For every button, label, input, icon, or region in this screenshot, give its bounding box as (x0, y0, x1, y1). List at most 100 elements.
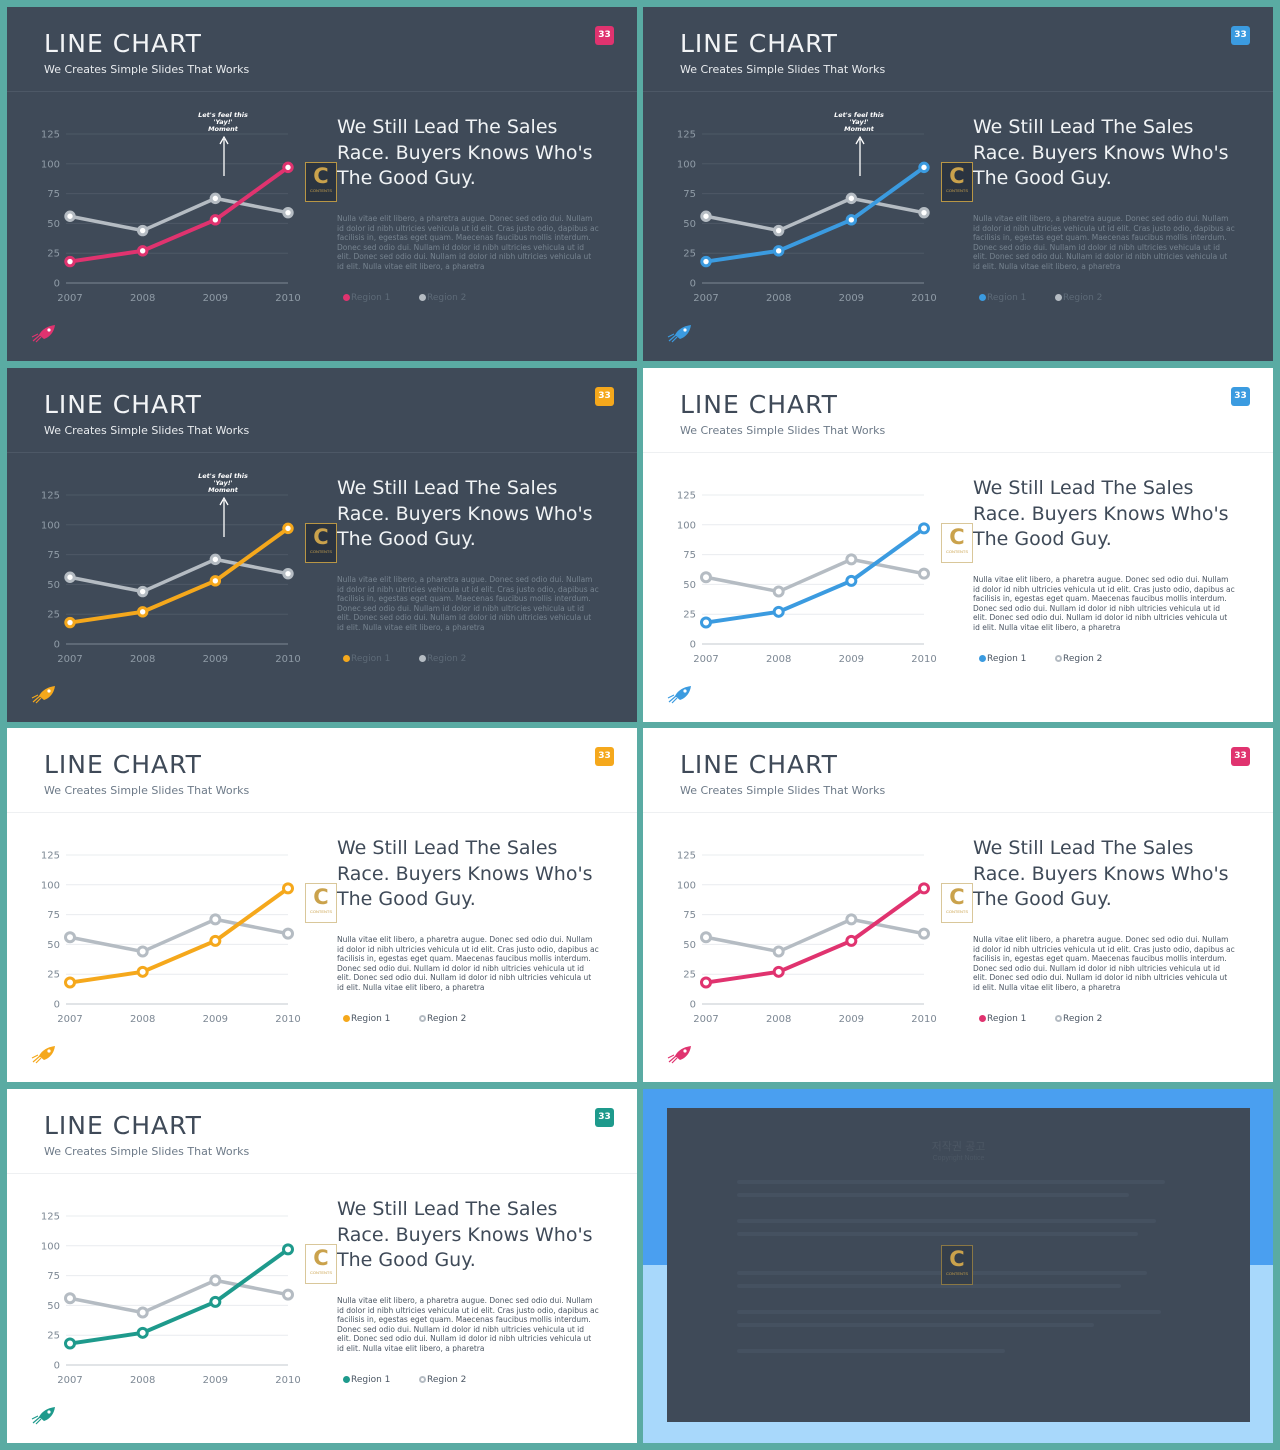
annotation-text: Let's feel this (198, 472, 248, 480)
y-tick-label: 75 (47, 550, 60, 561)
header-divider (7, 1173, 637, 1174)
data-point-region-2 (209, 192, 222, 205)
data-point-region-2 (136, 224, 149, 237)
logo-text: CONTENTS (946, 188, 968, 193)
data-point-region-1 (209, 575, 222, 587)
copyright-slide: 저작권 공고 Copyright Notice C CONTENTS (643, 1089, 1273, 1443)
series-line-region-1 (68, 165, 290, 264)
data-point-region-1 (136, 965, 149, 978)
logo-icon: C CONTENTS (305, 523, 337, 563)
x-tick-label: 2007 (693, 293, 718, 304)
data-point-region-1 (845, 934, 858, 947)
data-point-region-2 (845, 913, 858, 926)
x-tick-label: 2008 (130, 654, 155, 665)
legend-region-2: Region 2 (1055, 1013, 1102, 1025)
y-tick-label: 75 (683, 550, 696, 561)
data-point-region-1 (918, 522, 930, 535)
data-point-region-1 (772, 605, 785, 618)
x-tick-label: 2010 (275, 1375, 300, 1386)
legend-region-1: Region 1 (979, 292, 1026, 304)
legend-label: Region 1 (987, 1014, 1027, 1024)
logo-text: CONTENTS (310, 909, 332, 914)
x-tick-label: 2010 (275, 654, 300, 665)
legend-region-2: Region 2 (1055, 292, 1102, 304)
slide-subtitle: We Creates Simple Slides That Works (680, 424, 886, 437)
line-chart: 0 25 50 75 100 125 2007 2008 2009 2010 (677, 491, 937, 666)
data-point-region-2 (918, 927, 930, 940)
x-tick-label: 2007 (57, 1375, 82, 1386)
data-point-region-2 (772, 585, 785, 598)
annotation-text: 'Yay!' (849, 118, 868, 126)
slide-title: LINE CHART (680, 390, 838, 419)
legend-label: Region 1 (351, 1375, 391, 1385)
line-chart: 0 25 50 75 100 125 2007 2008 2009 2010 (41, 1212, 301, 1387)
x-tick-label: 2010 (275, 293, 300, 304)
y-tick-label: 125 (677, 491, 696, 502)
logo-letter: C (313, 885, 329, 909)
series-line-region-2 (68, 917, 290, 954)
legend-dot-icon (419, 1376, 426, 1383)
y-tick-label: 50 (683, 219, 696, 230)
legend-region-1: Region 1 (343, 653, 390, 665)
headline: We Still Lead The Sales Race. Buyers Kno… (337, 837, 593, 910)
y-tick-label: 100 (41, 880, 60, 891)
legend-region-2: Region 2 (1055, 653, 1102, 665)
annotation-text: Moment (844, 125, 875, 133)
body-text: Nulla vitae elit libero, a pharetra augu… (337, 935, 599, 992)
x-tick-label: 2010 (911, 293, 936, 304)
x-tick-label: 2008 (766, 293, 791, 304)
data-point-region-2 (209, 913, 222, 926)
data-point-region-2 (64, 931, 76, 944)
body-text: Nulla vitae elit libero, a pharetra augu… (973, 214, 1235, 271)
y-tick-label: 125 (41, 491, 60, 502)
x-tick-label: 2008 (766, 654, 791, 665)
header-divider (643, 812, 1273, 813)
x-tick-label: 2010 (911, 1014, 936, 1025)
logo-text: CONTENTS (310, 1270, 332, 1275)
headline: We Still Lead The Sales Race. Buyers Kno… (337, 1198, 593, 1271)
series-line-region-1 (704, 165, 926, 264)
y-tick-label: 125 (41, 1212, 60, 1223)
legend-dot-icon (419, 1015, 426, 1022)
y-tick-label: 25 (47, 610, 60, 621)
x-tick-label: 2009 (203, 1014, 228, 1025)
legend-label: Region 2 (1063, 654, 1103, 664)
annotation-text: Moment (208, 125, 239, 133)
body-text: Nulla vitae elit libero, a pharetra augu… (337, 214, 599, 271)
arrow-up-icon (855, 135, 865, 145)
logo-letter: C (949, 885, 965, 909)
data-point-region-1 (282, 161, 294, 174)
legend-dot-icon (1055, 294, 1062, 301)
slide-subtitle: We Creates Simple Slides That Works (44, 63, 250, 76)
legend-label: Region 2 (427, 654, 467, 664)
data-point-region-1 (282, 1243, 294, 1256)
rocket-icon (31, 686, 55, 704)
x-tick-label: 2010 (911, 654, 936, 665)
y-tick-label: 0 (54, 1000, 60, 1011)
rocket-icon (31, 325, 55, 343)
logo-text: CONTENTS (310, 549, 332, 554)
annotation-text: Moment (208, 486, 239, 494)
rocket-icon (31, 1407, 55, 1425)
y-tick-label: 75 (47, 189, 60, 200)
slide-title: LINE CHART (680, 750, 838, 779)
header-divider (643, 91, 1273, 92)
logo-letter: C (313, 1246, 329, 1270)
body-text: Nulla vitae elit libero, a pharetra augu… (973, 575, 1235, 632)
slide-title: LINE CHART (44, 750, 202, 779)
y-tick-label: 25 (683, 610, 696, 621)
legend-dot-icon (979, 1015, 986, 1022)
x-tick-label: 2009 (203, 1375, 228, 1386)
data-point-region-2 (845, 192, 858, 205)
x-tick-label: 2009 (839, 1014, 864, 1025)
legend-dot-icon (419, 294, 426, 301)
y-tick-label: 100 (41, 1241, 60, 1252)
data-point-region-1 (700, 976, 712, 989)
y-tick-label: 50 (47, 940, 60, 951)
legend-label: Region 1 (351, 654, 391, 664)
data-point-region-2 (918, 206, 930, 219)
legend-dot-icon (343, 294, 350, 301)
data-point-region-1 (918, 161, 930, 174)
series-line-region-2 (68, 1278, 290, 1315)
y-tick-label: 100 (677, 880, 696, 891)
